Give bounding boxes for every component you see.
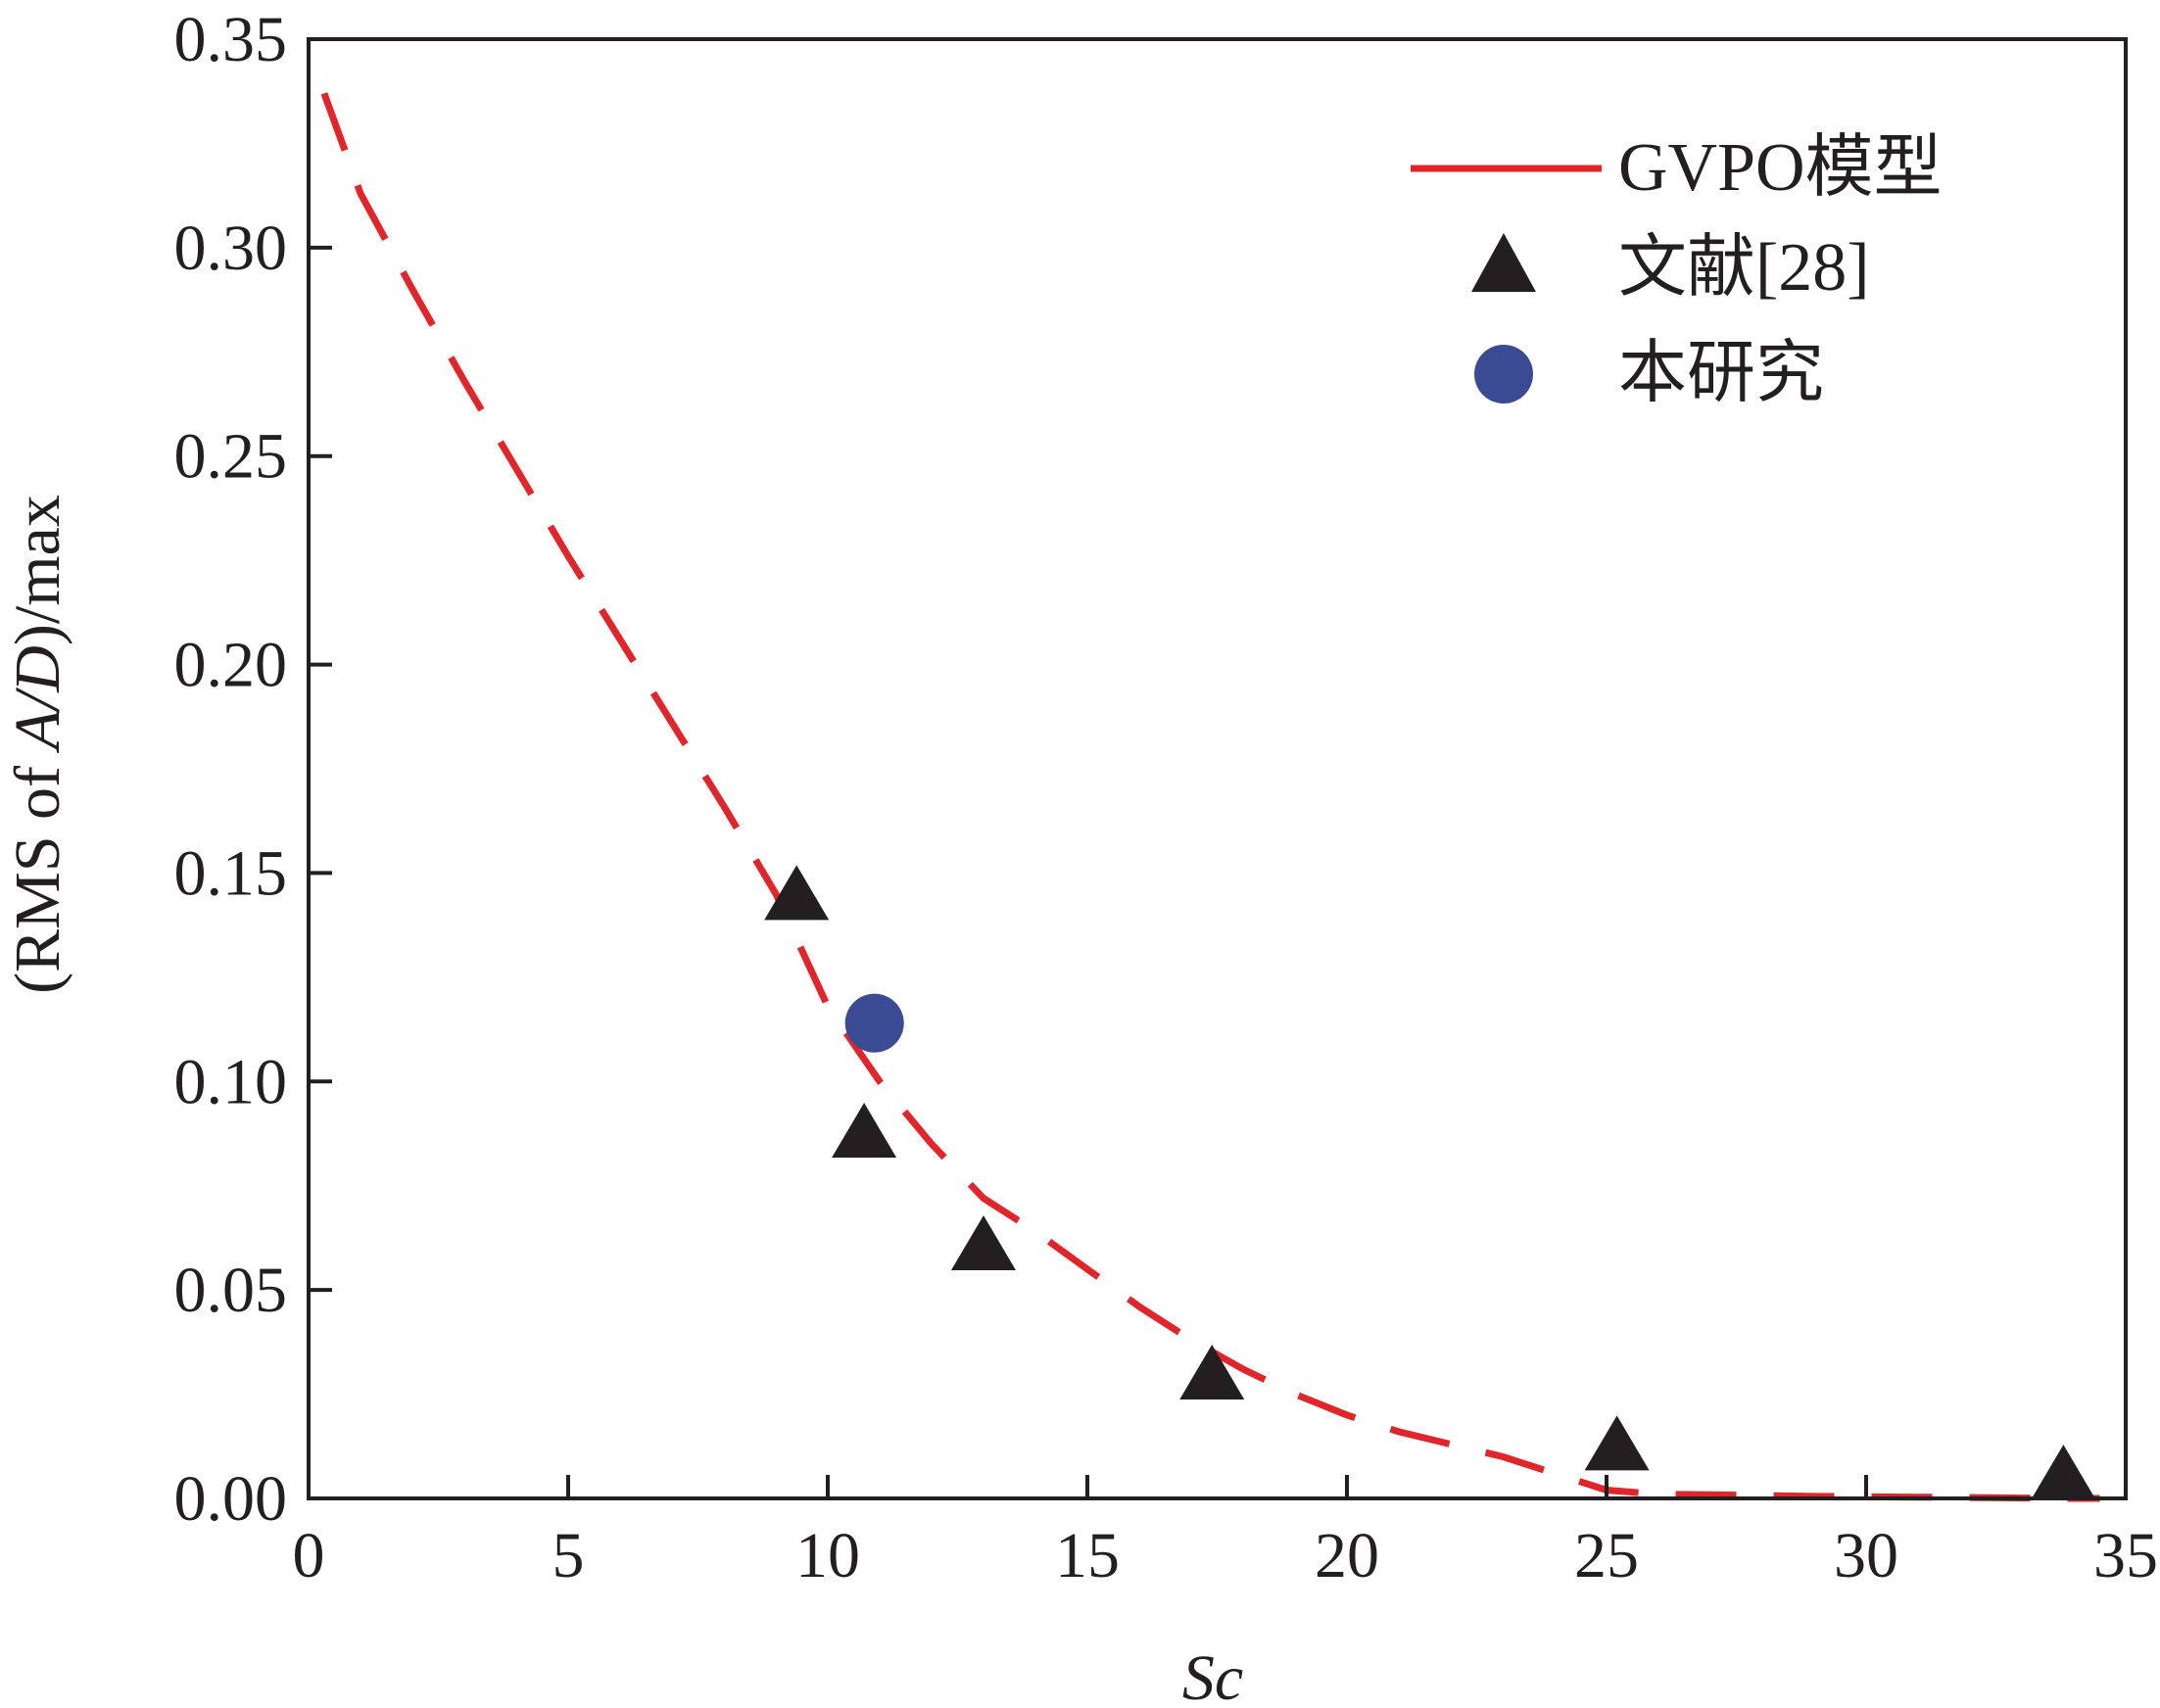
x-tick-label: 15	[1055, 1520, 1120, 1591]
x-axis-title: Sc	[1182, 1642, 1243, 1708]
legend-triangle-swatch	[1471, 233, 1536, 292]
legend: GVPO模型 文献[28] 本研究	[1411, 130, 1943, 411]
y-tick-label: 0.20	[174, 630, 288, 701]
y-tick-label: 0.05	[174, 1255, 288, 1326]
literature-data-point	[832, 1103, 897, 1159]
y-tick-label: 0.30	[174, 213, 288, 284]
plot-layer	[320, 92, 2100, 1502]
y-tick-label: 0.00	[174, 1463, 288, 1535]
axis-layer: 0 5 10 15 20 25 30 35 0.00 0.05 0.10 0.15 0.20 0.25 0.…	[174, 4, 2159, 1591]
x-tick-label: 20	[1315, 1520, 1379, 1591]
literature-data-point	[2031, 1445, 2096, 1500]
literature-data-point	[764, 865, 830, 921]
y-axis-title-part1: (RMS of	[2, 749, 73, 993]
y-axis-title-part3: )/max	[2, 495, 73, 645]
plot-frame	[307, 37, 2128, 1500]
x-tick-label: 30	[1834, 1520, 1898, 1591]
x-tick-label: 0	[293, 1520, 325, 1591]
literature-data-point	[1584, 1415, 1650, 1471]
x-tick-label: 5	[552, 1520, 585, 1591]
y-tick-label: 0.25	[174, 421, 288, 493]
this-study-data-point	[844, 993, 904, 1053]
legend-label-this-study: 本研究	[1618, 336, 1824, 411]
y-axis-title-part2: A/D	[2, 645, 73, 753]
x-tick-label: 25	[1574, 1520, 1639, 1591]
y-axis-title: (RMS of A/D)/max	[2, 495, 73, 994]
literature-data-point	[1179, 1344, 1245, 1400]
y-tick-label: 0.35	[174, 4, 288, 75]
x-tick-label: 35	[2093, 1520, 2158, 1591]
legend-label-gvpo: GVPO模型	[1618, 130, 1943, 206]
legend-label-literature: 文献[28]	[1618, 230, 1870, 306]
y-tick-label: 0.10	[174, 1046, 288, 1117]
x-tick-label: 10	[795, 1520, 860, 1591]
legend-circle-swatch	[1474, 345, 1533, 403]
literature-data-point	[951, 1214, 1016, 1270]
y-tick-label: 0.15	[174, 837, 288, 909]
